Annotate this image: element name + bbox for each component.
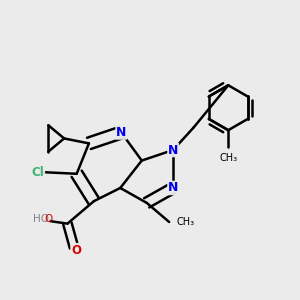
Text: O: O: [71, 244, 81, 256]
Text: HO: HO: [33, 214, 49, 224]
Text: Cl: Cl: [32, 166, 44, 178]
Text: N: N: [168, 182, 178, 194]
Text: N: N: [168, 143, 178, 157]
Text: N: N: [116, 126, 127, 139]
Text: O: O: [44, 214, 52, 224]
Text: CH₃: CH₃: [219, 153, 237, 163]
Text: CH₃: CH₃: [176, 217, 194, 227]
